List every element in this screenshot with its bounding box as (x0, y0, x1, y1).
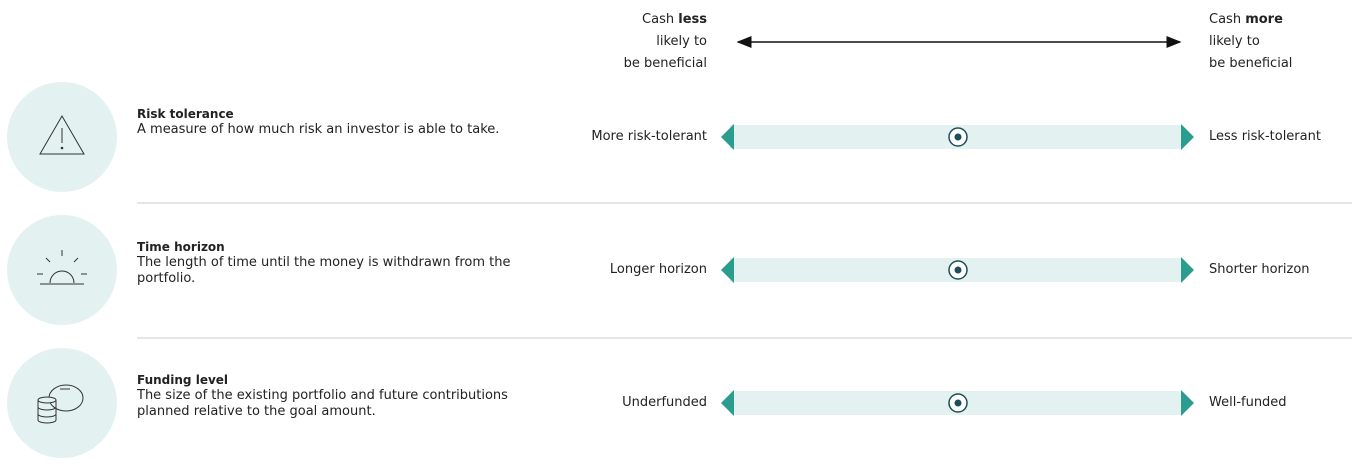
emphasis: less (678, 12, 707, 27)
left-label: Underfunded (622, 395, 707, 410)
row-description: A measure of how much risk an investor i… (137, 122, 500, 137)
row-description: The size of the existing portfolio and f… (137, 388, 508, 419)
header-line: be beneficial (623, 56, 707, 71)
text: Cash (642, 12, 675, 27)
row-title: Time horizon (137, 240, 225, 254)
center-dot (954, 133, 962, 141)
header-line: Cash less (624, 9, 707, 31)
left-label: Longer horizon (609, 262, 707, 277)
right-arrow (1181, 257, 1194, 283)
icon-piggy-bank (7, 348, 117, 458)
right-arrow (1181, 390, 1194, 416)
right-arrow (1181, 124, 1194, 150)
header-line: be beneficial (1209, 56, 1293, 71)
header-line: likely to (656, 34, 707, 49)
header-left: Cash less likely to be beneficial (624, 9, 707, 75)
header-line: likely to (1209, 34, 1260, 49)
center-dot (954, 399, 962, 407)
left-arrow (721, 257, 734, 283)
left-arrow (721, 390, 734, 416)
row-description: The length of time until the money is wi… (137, 255, 511, 286)
row-title: Risk tolerance (137, 107, 234, 121)
icon-sunrise (7, 215, 117, 325)
header-line: Cash more (1209, 9, 1292, 31)
icon-warning (7, 82, 117, 192)
center-dot (954, 266, 962, 274)
right-label: Less risk-tolerant (1209, 129, 1321, 144)
right-label: Well-funded (1209, 395, 1287, 410)
row-title: Funding level (137, 373, 229, 387)
header-right: Cash more likely to be beneficial (1209, 9, 1292, 75)
text: Cash (1209, 12, 1242, 27)
left-label: More risk-tolerant (591, 129, 707, 144)
left-arrow (721, 124, 734, 150)
right-label: Shorter horizon (1209, 262, 1310, 277)
emphasis: more (1245, 12, 1283, 27)
